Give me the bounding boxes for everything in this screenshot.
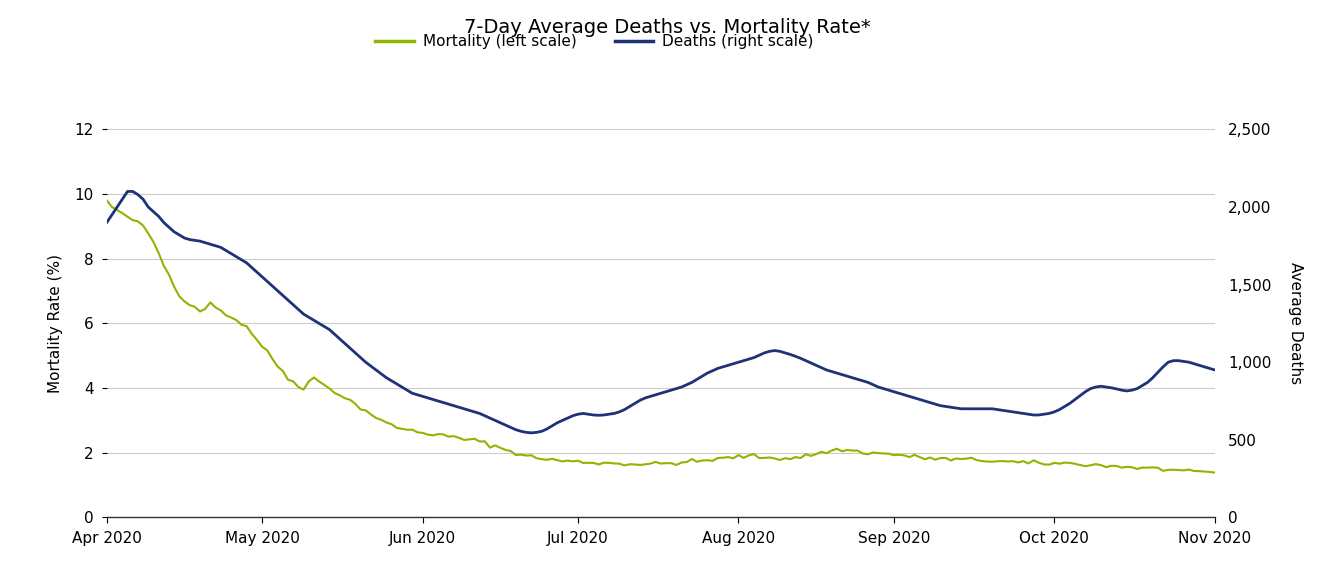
Y-axis label: Average Deaths: Average Deaths (1288, 262, 1303, 385)
Legend: Mortality (left scale), Deaths (right scale): Mortality (left scale), Deaths (right sc… (370, 28, 820, 55)
Text: 7-Day Average Deaths vs. Mortality Rate*: 7-Day Average Deaths vs. Mortality Rate* (465, 18, 870, 36)
Y-axis label: Mortality Rate (%): Mortality Rate (%) (48, 254, 63, 393)
